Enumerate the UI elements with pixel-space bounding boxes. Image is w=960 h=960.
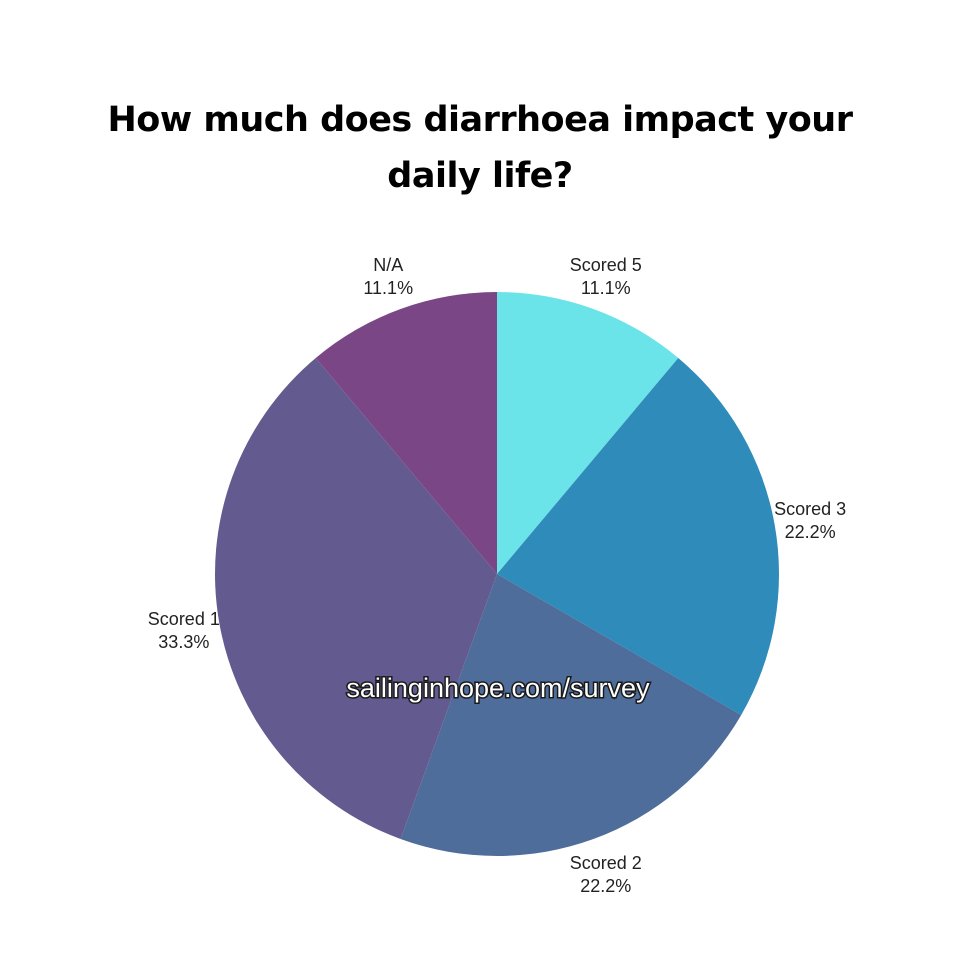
pie-slices [214, 292, 779, 856]
slice-category-scored-5: Scored 5 [570, 255, 642, 275]
slice-category-scored-3: Scored 3 [774, 499, 846, 519]
pie-slice-scored-1 [214, 357, 497, 839]
slice-category-scored-2: Scored 2 [570, 853, 642, 873]
slice-label-scored-1: Scored 1 33.3% [148, 609, 220, 652]
slice-value-scored-3: 22.2% [785, 522, 836, 542]
slice-category-scored-1: Scored 1 [148, 609, 220, 629]
slice-category-n-a: N/A [373, 255, 403, 275]
pie-labels: Scored 5 11.1%Scored 3 22.2%Scored 2 22.2%S… [148, 255, 846, 896]
slice-value-scored-1: 33.3% [158, 632, 209, 652]
slice-label-scored-2: Scored 2 22.2% [570, 853, 642, 896]
slice-label-n-a: N/A 11.1% [363, 255, 413, 298]
pie-slice-scored-3 [497, 357, 779, 715]
slice-value-scored-5: 11.1% [581, 278, 631, 298]
watermark-text: sailinginhope.com/survey [346, 673, 650, 703]
chart-title: How much does diarrhoea impact your dail… [0, 92, 960, 204]
slice-label-scored-3: Scored 3 22.2% [774, 499, 846, 542]
pie-slice-n-a [315, 292, 497, 574]
slice-label-scored-5: Scored 5 11.1% [570, 255, 642, 298]
slice-value-scored-2: 22.2% [580, 876, 631, 896]
chart-title-line-2: daily life? [387, 156, 573, 196]
chart-title-line-1: How much does diarrhoea impact your [107, 100, 853, 140]
slice-value-n-a: 11.1% [363, 278, 413, 298]
pie-slice-scored-2 [400, 574, 742, 856]
pie-slice-scored-5 [497, 292, 679, 574]
